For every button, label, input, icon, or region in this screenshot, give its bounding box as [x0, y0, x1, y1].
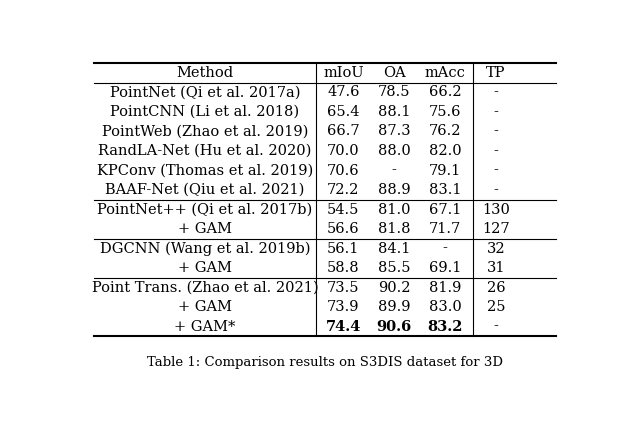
Text: 83.2: 83.2	[427, 319, 463, 334]
Text: BAAF-Net (Qiu et al. 2021): BAAF-Net (Qiu et al. 2021)	[105, 183, 304, 197]
Text: RandLA-Net (Hu et al. 2020): RandLA-Net (Hu et al. 2020)	[98, 144, 311, 158]
Text: 69.1: 69.1	[429, 261, 461, 275]
Text: -: -	[493, 105, 498, 119]
Text: -: -	[493, 86, 498, 99]
Text: 58.8: 58.8	[327, 261, 359, 275]
Text: 85.5: 85.5	[378, 261, 410, 275]
Text: OA: OA	[383, 66, 406, 80]
Text: 82.0: 82.0	[429, 144, 462, 158]
Text: 71.7: 71.7	[429, 222, 461, 236]
Text: 70.6: 70.6	[327, 163, 359, 178]
Text: TP: TP	[486, 66, 505, 80]
Text: mAcc: mAcc	[425, 66, 465, 80]
Text: 81.0: 81.0	[378, 203, 410, 217]
Text: PointNet (Qi et al. 2017a): PointNet (Qi et al. 2017a)	[110, 86, 300, 99]
Text: 84.1: 84.1	[378, 242, 410, 255]
Text: 73.5: 73.5	[327, 280, 359, 295]
Text: Point Trans. (Zhao et al. 2021): Point Trans. (Zhao et al. 2021)	[91, 280, 318, 295]
Text: 81.8: 81.8	[378, 222, 410, 236]
Text: -: -	[493, 319, 498, 334]
Text: 31: 31	[486, 261, 505, 275]
Text: 70.0: 70.0	[327, 144, 359, 158]
Text: 65.4: 65.4	[327, 105, 359, 119]
Text: KPConv (Thomas et al. 2019): KPConv (Thomas et al. 2019)	[97, 163, 313, 178]
Text: -: -	[493, 124, 498, 138]
Text: 88.1: 88.1	[378, 105, 410, 119]
Text: 88.0: 88.0	[378, 144, 411, 158]
Text: PointWeb (Zhao et al. 2019): PointWeb (Zhao et al. 2019)	[101, 124, 308, 138]
Text: Table 1: Comparison results on S3DIS dataset for 3D: Table 1: Comparison results on S3DIS dat…	[147, 356, 503, 369]
Text: PointCNN (Li et al. 2018): PointCNN (Li et al. 2018)	[110, 105, 299, 119]
Text: 54.5: 54.5	[327, 203, 359, 217]
Text: + GAM: + GAM	[178, 300, 232, 314]
Text: 47.6: 47.6	[327, 86, 359, 99]
Text: 81.9: 81.9	[429, 280, 461, 295]
Text: 90.2: 90.2	[378, 280, 410, 295]
Text: 127: 127	[482, 222, 510, 236]
Text: + GAM*: + GAM*	[174, 319, 235, 334]
Text: -: -	[493, 183, 498, 197]
Text: 75.6: 75.6	[429, 105, 462, 119]
Text: 130: 130	[482, 203, 510, 217]
Text: 67.1: 67.1	[429, 203, 461, 217]
Text: 66.7: 66.7	[327, 124, 359, 138]
Text: 74.4: 74.4	[326, 319, 361, 334]
Text: 90.6: 90.6	[377, 319, 412, 334]
Text: + GAM: + GAM	[178, 261, 232, 275]
Text: 79.1: 79.1	[429, 163, 461, 178]
Text: 73.9: 73.9	[327, 300, 359, 314]
Text: 89.9: 89.9	[378, 300, 410, 314]
Text: -: -	[443, 242, 448, 255]
Text: PointNet++ (Qi et al. 2017b): PointNet++ (Qi et al. 2017b)	[97, 203, 313, 217]
Text: 88.9: 88.9	[378, 183, 411, 197]
Text: -: -	[392, 163, 397, 178]
Text: 83.1: 83.1	[429, 183, 462, 197]
Text: 56.6: 56.6	[327, 222, 359, 236]
Text: 72.2: 72.2	[327, 183, 359, 197]
Text: -: -	[493, 144, 498, 158]
Text: -: -	[493, 163, 498, 178]
Text: 32: 32	[486, 242, 505, 255]
Text: 66.2: 66.2	[429, 86, 462, 99]
Text: 76.2: 76.2	[429, 124, 462, 138]
Text: 83.0: 83.0	[429, 300, 462, 314]
Text: DGCNN (Wang et al. 2019b): DGCNN (Wang et al. 2019b)	[100, 241, 310, 256]
Text: mIoU: mIoU	[323, 66, 364, 80]
Text: 25: 25	[486, 300, 505, 314]
Text: 56.1: 56.1	[327, 242, 359, 255]
Text: 87.3: 87.3	[378, 124, 411, 138]
Text: + GAM: + GAM	[178, 222, 232, 236]
Text: 78.5: 78.5	[378, 86, 410, 99]
Text: 26: 26	[486, 280, 505, 295]
Text: Method: Method	[176, 66, 233, 80]
